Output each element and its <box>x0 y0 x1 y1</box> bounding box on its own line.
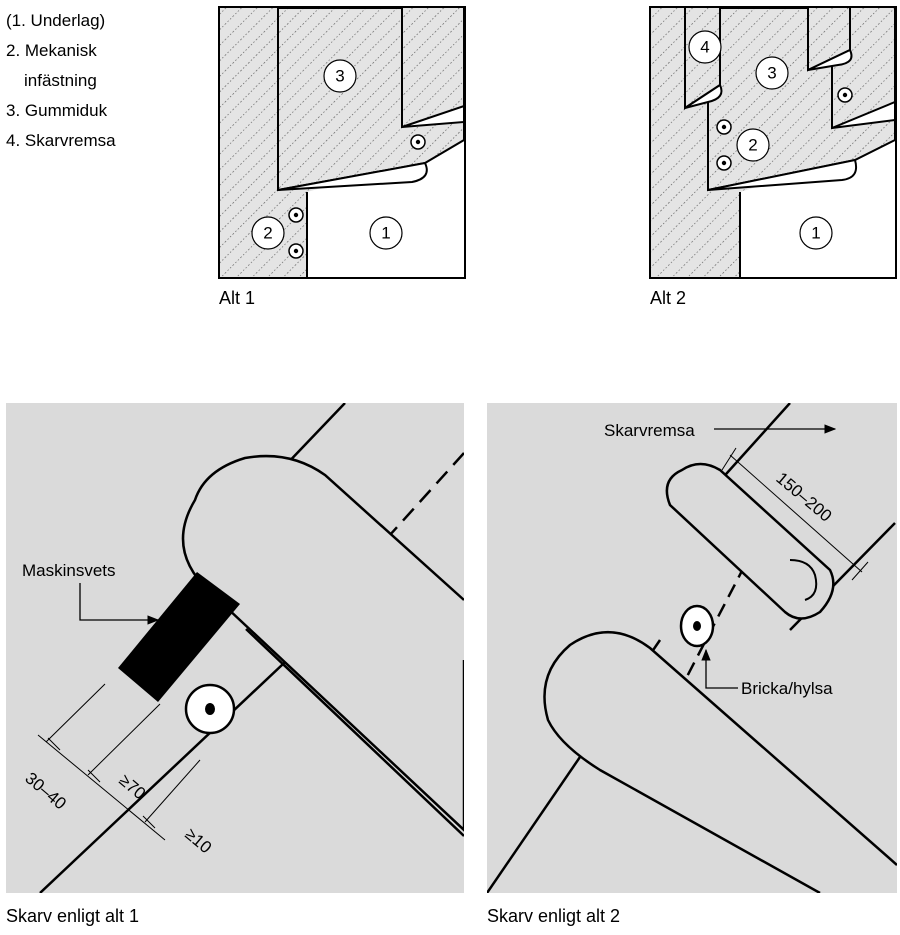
washer-label: Bricka/hylsa <box>741 679 833 698</box>
legend: (1. Underlag) 2. Mekanisk infästning 3. … <box>6 6 116 156</box>
weld-block <box>118 572 240 702</box>
skarv-alt2-diagram: Skarvremsa 150–200 Bricka/hylsa <box>487 403 897 893</box>
strip-label: Skarvremsa <box>604 421 695 440</box>
alt1-num-3: 3 <box>335 67 344 86</box>
caption-skarv-alt1: Skarv enligt alt 1 <box>6 906 140 926</box>
alt2-num-4: 4 <box>700 38 709 57</box>
alt1-diagram: 3 2 1 <box>218 6 466 279</box>
legend-item-skarvremsa: 4. Skarvremsa <box>6 131 116 150</box>
caption-alt1: Alt 1 <box>219 288 256 308</box>
legend-item-mekanisk-cont: infästning <box>24 71 97 90</box>
caption-alt2: Alt 2 <box>650 288 687 308</box>
legend-item-gummiduk: 3. Gummiduk <box>6 101 108 120</box>
skarv-alt1-diagram: Maskinsvets 30–40 ≥70 ≥10 <box>6 403 464 893</box>
alt2-num-3: 3 <box>767 64 776 83</box>
legend-item-underlag: (1. Underlag) <box>6 11 106 30</box>
caption-skarv-alt2: Skarv enligt alt 2 <box>487 906 621 926</box>
weld-label: Maskinsvets <box>22 561 116 580</box>
alt1-num-1: 1 <box>381 224 390 243</box>
alt2-num-2: 2 <box>748 136 757 155</box>
alt2-diagram: 4 3 2 1 <box>649 6 897 279</box>
alt1-num-2: 2 <box>263 224 272 243</box>
legend-item-mekanisk: 2. Mekanisk <box>6 41 97 60</box>
alt2-num-1: 1 <box>811 224 820 243</box>
